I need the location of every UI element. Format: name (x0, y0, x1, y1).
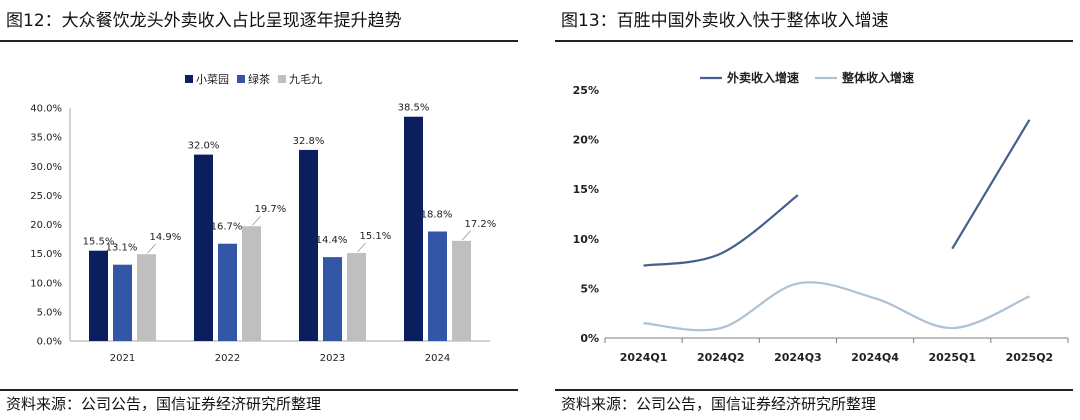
source-note: 资料来源：公司公告，国信证券经济研究所整理 (561, 395, 877, 413)
chart-panel-left: 图12：大众餐饮龙头外卖收入占比呈现逐年提升趋势 0.0% 5.0% 10.0% 15… (0, 0, 525, 420)
y-tick-label: 15% (573, 183, 599, 196)
legend-swatch (237, 75, 245, 83)
bar (89, 250, 108, 341)
bar (404, 116, 423, 341)
data-label: 15.5% (83, 237, 115, 248)
series-line (643, 281, 1030, 332)
bar (299, 149, 318, 341)
data-label: 32.0% (188, 141, 220, 152)
y-tick-label: 0% (580, 332, 599, 345)
data-label: 15.1% (360, 231, 392, 242)
legend-label: 小菜园 (196, 73, 229, 86)
y-tick-label: 40.0% (30, 104, 62, 115)
source-rule (555, 389, 1073, 391)
data-label: 32.8% (293, 136, 325, 147)
x-tick-label: 2025Q1 (928, 351, 976, 364)
legend-swatch (185, 75, 193, 83)
bar (194, 154, 213, 341)
data-label: 13.1% (106, 243, 138, 254)
y-tick-label: 25% (573, 84, 599, 97)
data-label-leader (357, 242, 366, 253)
y-tick-label: 10.0% (30, 278, 62, 289)
x-tick-label: 2024Q2 (697, 351, 745, 364)
y-tick-label: 30.0% (30, 162, 62, 173)
bar (428, 231, 447, 341)
bar-chart: 0.0% 5.0% 10.0% 15.0% 20.0% 25.0% 30.0% 35.0% 40… (30, 72, 497, 364)
series-line (951, 119, 1031, 250)
x-tick-label: 2024Q3 (774, 351, 822, 364)
legend-label: 整体收入增速 (841, 70, 914, 85)
y-tick-label: 35.0% (30, 133, 62, 144)
bar (347, 253, 366, 341)
legend-label: 绿茶 (248, 72, 270, 86)
title-rule (0, 40, 518, 42)
x-tick-label: 2024Q1 (620, 351, 668, 364)
data-label-leader (147, 243, 156, 254)
data-label: 18.8% (421, 209, 453, 220)
bar (452, 240, 471, 341)
data-label: 38.5% (398, 103, 430, 114)
chart-panel-right: 图13：百胜中国外卖收入快于整体收入增速 0% 5% 10% 15% 20% 25% 202… (555, 0, 1080, 420)
x-tick-label: 2023 (320, 353, 345, 364)
data-label: 19.7% (255, 204, 287, 215)
source-rule (0, 389, 518, 391)
legend-swatch (278, 75, 286, 83)
legend-label: 九毛九 (289, 73, 322, 86)
title-rule (555, 40, 1073, 42)
y-tick-label: 0.0% (37, 337, 62, 348)
y-tick-label: 20.0% (30, 220, 62, 231)
data-label: 17.2% (465, 219, 497, 230)
x-tick-label: 2025Q2 (1006, 351, 1054, 364)
x-tick-label: 2024Q4 (851, 351, 899, 364)
data-label: 14.9% (150, 232, 182, 243)
y-tick-label: 15.0% (30, 249, 62, 260)
bar (113, 264, 132, 341)
y-tick-label: 25.0% (30, 191, 62, 202)
y-tick-label: 20% (573, 134, 599, 147)
figure-title: 图12：大众餐饮龙头外卖收入占比呈现逐年提升趋势 (6, 11, 402, 31)
x-tick-label: 2024 (425, 353, 450, 364)
series-line (643, 194, 799, 267)
legend-label: 外卖收入增速 (727, 70, 799, 85)
data-label-leader (462, 230, 471, 241)
figure-title: 图13：百胜中国外卖收入快于整体收入增速 (561, 11, 889, 31)
x-tick-label: 2022 (215, 353, 240, 364)
bar (323, 257, 342, 341)
y-tick-label: 10% (573, 233, 599, 246)
source-note: 资料来源：公司公告，国信证券经济研究所整理 (6, 395, 322, 413)
y-tick-label: 5.0% (37, 307, 62, 318)
line-chart: 0% 5% 10% 15% 20% 25% 2024Q1 2024Q2 2024Q3 2024Q4… (573, 70, 1069, 364)
data-label: 14.4% (316, 235, 348, 246)
bar (218, 243, 237, 341)
bar (242, 226, 261, 341)
data-label-leader (252, 215, 261, 226)
data-label: 16.7% (211, 222, 243, 233)
bar (137, 254, 156, 341)
x-tick-label: 2021 (110, 353, 135, 364)
y-tick-label: 5% (580, 282, 599, 295)
